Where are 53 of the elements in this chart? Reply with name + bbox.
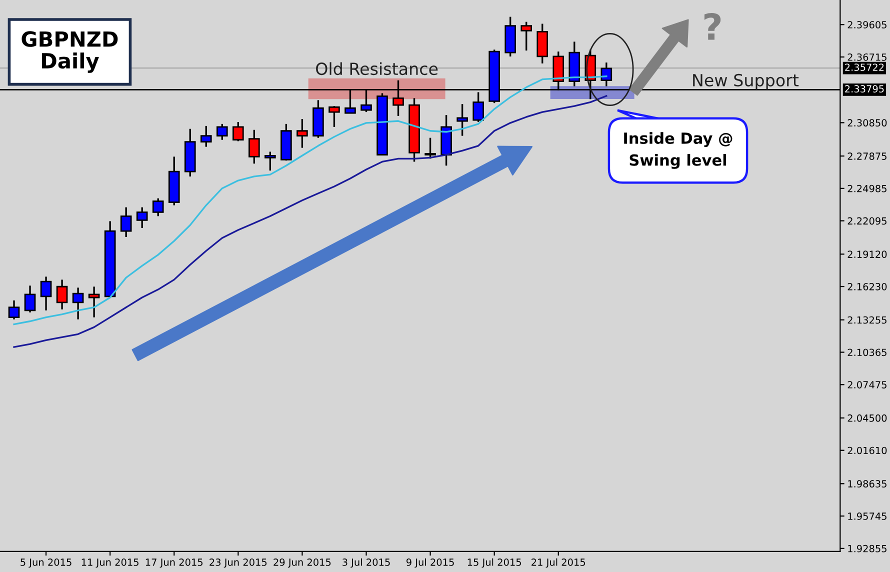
candlestick bbox=[232, 121, 244, 142]
candlestick bbox=[520, 21, 532, 52]
x-tick-label: 29 Jun 2015 bbox=[274, 558, 331, 568]
text: ? bbox=[704, 12, 721, 40]
y-tick-label: 2.27875 bbox=[848, 152, 886, 160]
ref-line-label: 2.35722 bbox=[845, 64, 884, 71]
band-label: Old Resistance bbox=[316, 62, 438, 76]
y-tick-label: 2.16230 bbox=[848, 282, 887, 290]
candlestick bbox=[264, 150, 276, 172]
candlestick bbox=[72, 286, 84, 320]
candlestick bbox=[248, 129, 260, 164]
text: Inside Day @ Swing level bbox=[624, 132, 732, 169]
candlestick bbox=[56, 278, 68, 310]
y-tick-label: 1.95745 bbox=[848, 512, 886, 520]
y-tick-label: 2.19120 bbox=[848, 250, 887, 258]
annotation: New Support bbox=[693, 74, 799, 90]
y-tick-label: 2.36715 bbox=[848, 53, 886, 61]
candlestick bbox=[296, 118, 308, 149]
candlestick bbox=[424, 136, 436, 160]
y-tick-label: 2.01610 bbox=[848, 446, 887, 454]
line-series bbox=[13, 95, 608, 348]
y-tick-label: 1.92855 bbox=[848, 544, 886, 552]
candlestick bbox=[216, 123, 228, 141]
x-tick-label: 21 Jul 2015 bbox=[532, 558, 586, 568]
x-tick-label: 3 Jul 2015 bbox=[342, 558, 390, 568]
y-tick-label: 2.04500 bbox=[848, 414, 887, 422]
y-tick-label: 2.22095 bbox=[848, 217, 886, 225]
candlestick bbox=[40, 276, 52, 312]
candlestick bbox=[200, 125, 212, 148]
x-tick-label: 17 Jun 2015 bbox=[146, 558, 203, 568]
x-tick-label: 23 Jun 2015 bbox=[210, 558, 267, 568]
candlestick bbox=[120, 206, 132, 238]
candlestick bbox=[8, 300, 20, 320]
x-tick-label: 9 Jul 2015 bbox=[406, 558, 454, 568]
x-tick-label: 11 Jun 2015 bbox=[82, 558, 138, 568]
y-tick-label: 1.98635 bbox=[848, 480, 886, 488]
y-tick-label: 2.10365 bbox=[848, 348, 886, 356]
y-tick-label: 2.39605 bbox=[848, 21, 886, 28]
text: GBPNZD Daily bbox=[22, 31, 118, 73]
ref-line-label: 2.33795 bbox=[845, 85, 884, 93]
y-tick-label: 2.24985 bbox=[848, 184, 886, 192]
candlestick bbox=[328, 105, 340, 128]
candlestick bbox=[136, 206, 148, 229]
x-tick-label: 5 Jun 2015 bbox=[20, 558, 72, 568]
candlestick bbox=[456, 103, 468, 137]
y-tick-label: 2.07475 bbox=[848, 381, 886, 388]
candlestick bbox=[88, 286, 100, 318]
candlestick bbox=[24, 284, 36, 314]
y-tick-label: 2.30850 bbox=[848, 119, 887, 127]
y-tick-label: 2.13255 bbox=[848, 316, 886, 324]
candlestick bbox=[152, 197, 164, 217]
candlestick bbox=[600, 62, 612, 88]
x-tick-label: 15 Jul 2015 bbox=[468, 558, 521, 568]
